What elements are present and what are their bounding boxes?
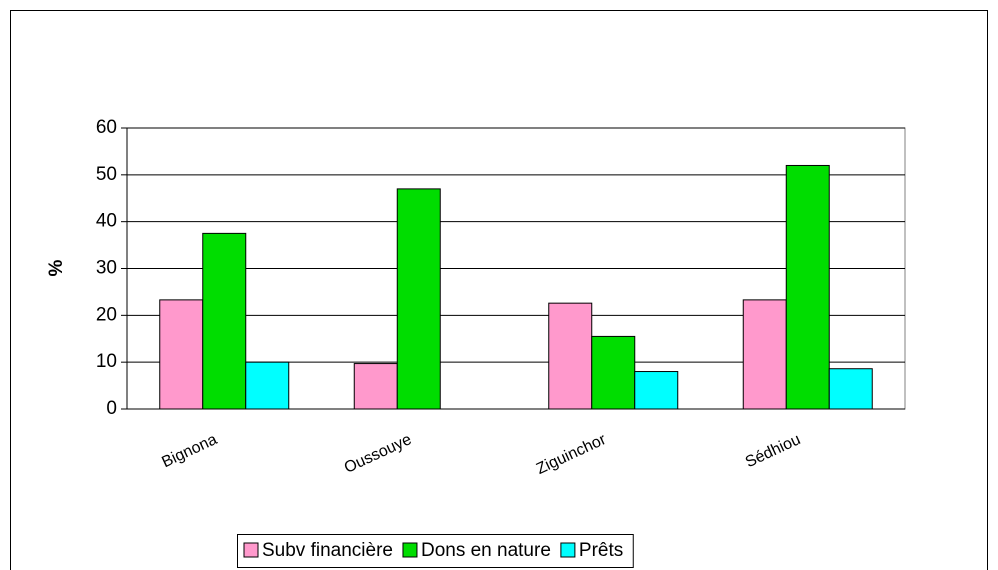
- bar: [159, 299, 204, 410]
- y-tick-label: 0: [106, 398, 117, 419]
- bar: [548, 302, 593, 410]
- bar: [353, 363, 398, 410]
- legend-label: Prêts: [579, 540, 623, 561]
- bar: [591, 335, 636, 410]
- y-tick-label: 20: [96, 304, 117, 325]
- legend-label: Dons en nature: [421, 540, 551, 561]
- y-tick-label: 50: [96, 164, 117, 185]
- bar: [396, 188, 441, 410]
- legend-swatch: [402, 542, 418, 558]
- legend-label: Subv financière: [262, 540, 393, 561]
- y-tick-label: 30: [96, 258, 117, 279]
- bar: [634, 371, 679, 410]
- y-axis-label: %: [46, 259, 67, 276]
- legend: Subv financière Dons en nature Prêts: [237, 534, 634, 568]
- bar: [245, 361, 290, 410]
- y-tick-label: 10: [96, 351, 117, 372]
- y-tick-label: 60: [96, 117, 117, 138]
- bar: [742, 299, 787, 410]
- legend-swatch: [243, 542, 259, 558]
- bar: [785, 164, 830, 410]
- legend-swatch: [560, 542, 576, 558]
- y-tick-label: 40: [96, 211, 117, 232]
- bar: [828, 368, 873, 410]
- bar: [202, 232, 247, 410]
